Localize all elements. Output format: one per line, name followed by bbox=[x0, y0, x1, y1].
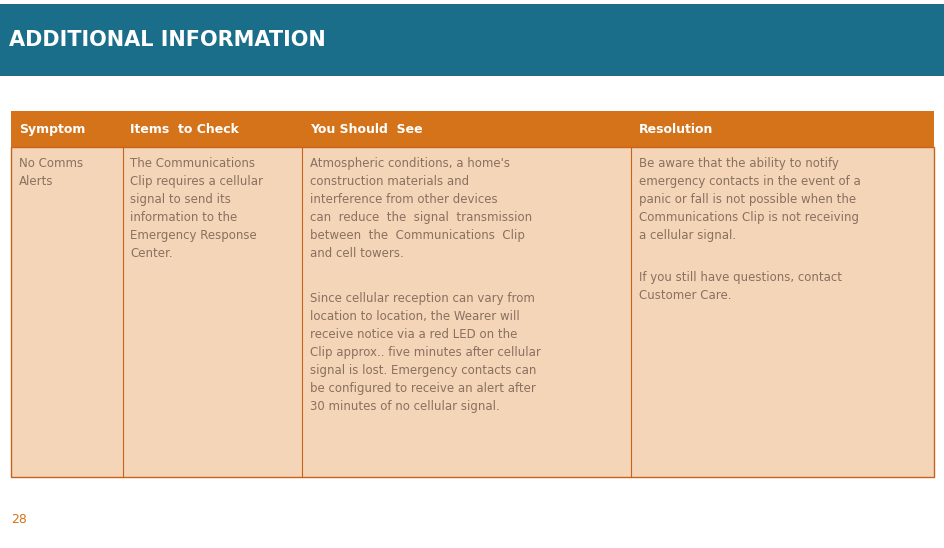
Text: If you still have questions, contact
Customer Care.: If you still have questions, contact Cus… bbox=[638, 271, 841, 302]
FancyBboxPatch shape bbox=[0, 4, 944, 76]
Text: Symptom: Symptom bbox=[19, 123, 85, 135]
Text: ADDITIONAL INFORMATION: ADDITIONAL INFORMATION bbox=[9, 30, 326, 50]
Text: No Comms
Alerts: No Comms Alerts bbox=[19, 157, 83, 188]
Text: Atmospheric conditions, a home's
construction materials and
interference from ot: Atmospheric conditions, a home's constru… bbox=[310, 157, 531, 260]
Text: The Communications
Clip requires a cellular
signal to send its
information to th: The Communications Clip requires a cellu… bbox=[130, 157, 263, 260]
FancyBboxPatch shape bbox=[11, 111, 933, 147]
Text: Since cellular reception can vary from
location to location, the Wearer will
rec: Since cellular reception can vary from l… bbox=[310, 292, 540, 413]
FancyBboxPatch shape bbox=[11, 147, 933, 477]
Text: Resolution: Resolution bbox=[638, 123, 713, 135]
Text: Be aware that the ability to notify
emergency contacts in the event of a
panic o: Be aware that the ability to notify emer… bbox=[638, 157, 860, 242]
Text: 28: 28 bbox=[11, 513, 27, 526]
Text: You Should  See: You Should See bbox=[310, 123, 422, 135]
Text: Items  to Check: Items to Check bbox=[130, 123, 239, 135]
